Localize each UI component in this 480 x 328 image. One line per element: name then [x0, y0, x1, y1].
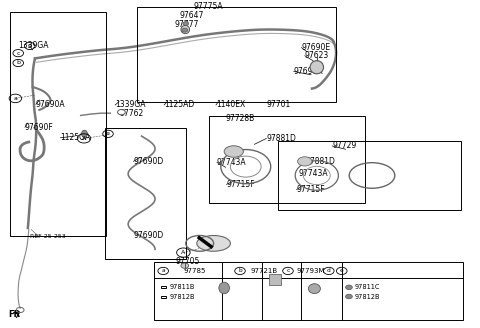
Text: e: e	[340, 268, 344, 274]
Ellipse shape	[82, 130, 87, 137]
Text: 97811B: 97811B	[169, 284, 195, 290]
Text: a: a	[161, 268, 165, 274]
Text: 97690D: 97690D	[133, 231, 164, 240]
Bar	[105, 128, 186, 259]
Circle shape	[181, 263, 189, 268]
Text: 97701: 97701	[266, 100, 291, 110]
Text: 1125GA: 1125GA	[60, 133, 91, 142]
Text: 97705: 97705	[175, 257, 199, 266]
Text: 1339GA: 1339GA	[115, 100, 146, 110]
Ellipse shape	[310, 61, 324, 74]
Text: 97623: 97623	[305, 51, 329, 60]
Text: FR: FR	[9, 310, 21, 319]
Ellipse shape	[309, 284, 321, 294]
Circle shape	[182, 28, 188, 32]
Text: d: d	[28, 43, 32, 49]
Text: 97812B: 97812B	[354, 294, 380, 299]
Text: 97690D: 97690D	[133, 157, 164, 166]
Ellipse shape	[197, 236, 230, 251]
Text: 97812B: 97812B	[169, 294, 195, 300]
Text: 97690A: 97690A	[36, 100, 66, 109]
Bar	[209, 116, 365, 203]
Text: A: A	[181, 250, 185, 255]
Text: REF 25-253: REF 25-253	[30, 234, 65, 239]
Circle shape	[346, 294, 352, 299]
Text: 97775A: 97775A	[194, 2, 224, 11]
Bar	[10, 12, 106, 236]
Circle shape	[118, 110, 125, 115]
Text: 97690E: 97690E	[301, 43, 331, 52]
Text: e: e	[106, 131, 110, 136]
Text: 1140EX: 1140EX	[216, 100, 245, 110]
Text: b: b	[16, 60, 20, 66]
Ellipse shape	[181, 25, 190, 34]
Text: 97743A: 97743A	[217, 158, 247, 167]
Text: 1125AD: 1125AD	[164, 100, 194, 110]
Text: 97715F: 97715F	[227, 180, 255, 189]
Text: 97690F: 97690F	[25, 123, 54, 132]
Text: a: a	[13, 96, 17, 101]
Bar	[137, 7, 336, 102]
Text: c: c	[16, 51, 20, 56]
Ellipse shape	[219, 282, 229, 294]
Bar	[269, 274, 281, 285]
Bar	[161, 296, 166, 298]
Text: b: b	[238, 268, 242, 274]
Ellipse shape	[224, 146, 243, 157]
Text: 97762: 97762	[119, 109, 144, 118]
Text: 97811C: 97811C	[354, 284, 380, 290]
Bar	[278, 141, 461, 210]
Text: 97785: 97785	[183, 268, 205, 274]
Text: 97777: 97777	[174, 20, 198, 29]
Circle shape	[346, 285, 352, 290]
Text: 97743A: 97743A	[299, 169, 328, 178]
Text: A: A	[82, 136, 86, 141]
Ellipse shape	[298, 157, 312, 166]
Bar	[161, 286, 166, 288]
Text: 97647: 97647	[180, 11, 204, 20]
Text: 1339GA: 1339GA	[18, 41, 49, 51]
Text: d: d	[327, 268, 331, 274]
Text: 97881D: 97881D	[305, 157, 335, 166]
Text: 97881D: 97881D	[266, 134, 296, 143]
Circle shape	[183, 22, 189, 26]
Text: 97715F: 97715F	[297, 185, 325, 194]
Bar	[154, 262, 463, 320]
Text: 97728B: 97728B	[226, 113, 254, 123]
Text: 97721B: 97721B	[251, 268, 278, 274]
Text: 97793M: 97793M	[297, 268, 325, 274]
Text: c: c	[287, 268, 289, 274]
Text: 97690A: 97690A	[294, 67, 324, 76]
Text: 97729: 97729	[332, 141, 357, 151]
